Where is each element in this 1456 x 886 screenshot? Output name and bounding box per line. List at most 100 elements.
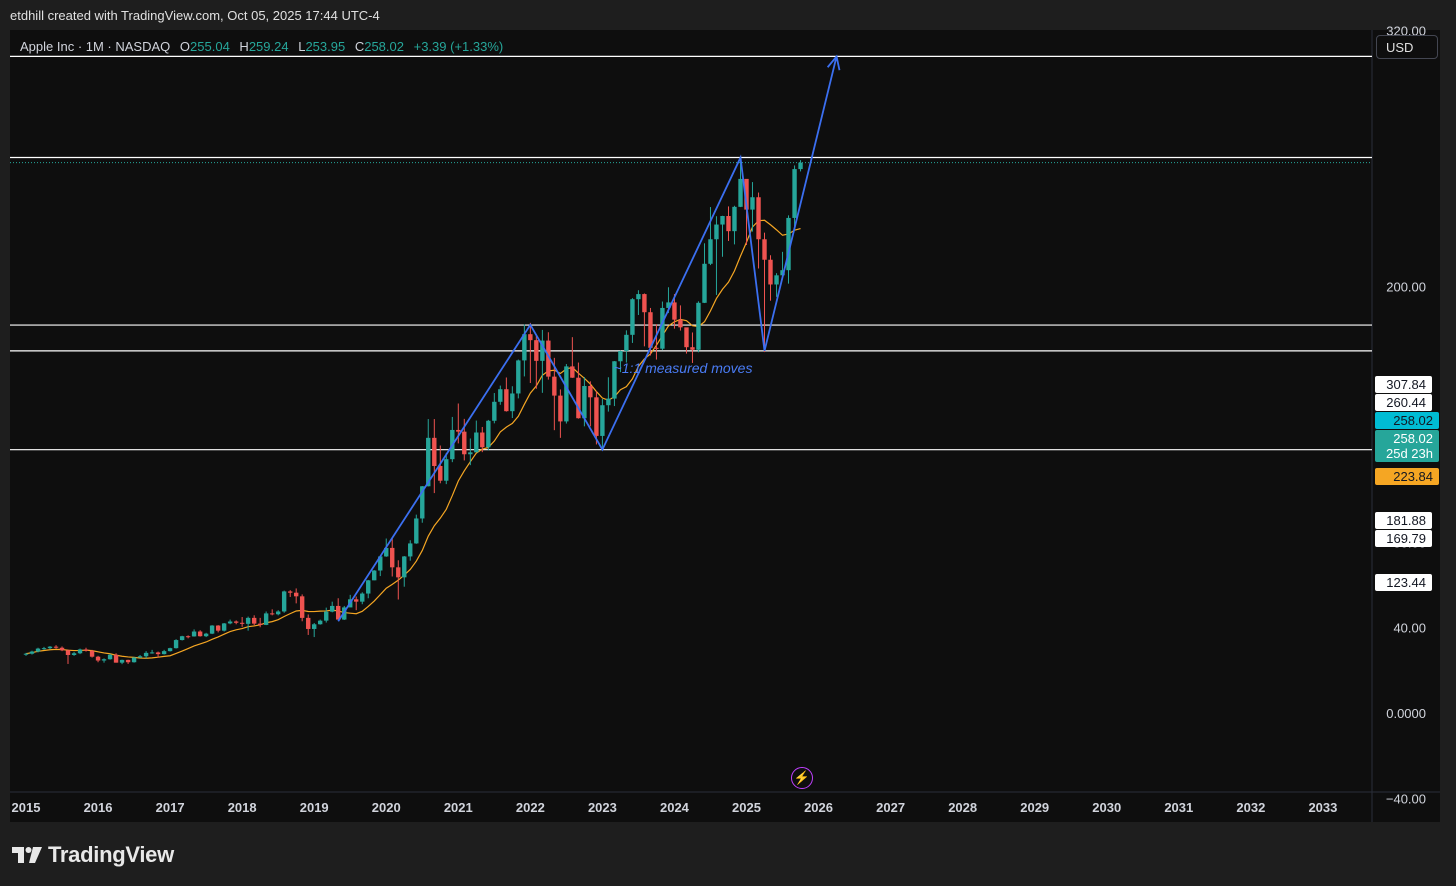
candle-body — [438, 465, 443, 481]
candle-body — [179, 636, 185, 641]
moving-average-line — [25, 219, 801, 659]
y-tick-label: 40.00 — [1393, 621, 1426, 636]
candle-body — [408, 543, 413, 557]
candle-body — [167, 648, 173, 652]
x-tick-label: 2030 — [1092, 800, 1121, 815]
lightning-icon[interactable]: ⚡ — [791, 767, 813, 789]
tag-countdown: 25d 23h — [1386, 445, 1433, 461]
currency-button[interactable]: USD — [1376, 35, 1438, 59]
high-value: 259.24 — [248, 39, 289, 54]
candle-body — [528, 334, 533, 341]
candle-body — [648, 312, 653, 348]
price-level-tag: 169.79 — [1375, 529, 1432, 547]
candle-body — [113, 654, 119, 663]
candle-body — [83, 649, 89, 651]
x-tick-label: 2022 — [516, 800, 545, 815]
candle-body — [330, 605, 335, 612]
open-value: 255.04 — [190, 39, 230, 54]
price-level-tag: 260.44 — [1375, 393, 1432, 411]
candle-body — [269, 613, 275, 615]
candle-body — [59, 647, 65, 651]
last-price-tag: 258.02 25d 23h — [1375, 429, 1439, 462]
candle-body — [245, 617, 251, 624]
high-label: H — [239, 39, 249, 54]
candle-body — [624, 334, 629, 352]
candle-body — [456, 429, 461, 432]
candle-body — [564, 366, 569, 422]
candle-body — [702, 263, 707, 303]
candle-body — [576, 377, 581, 419]
candle-body — [221, 623, 227, 631]
candle-body — [708, 239, 713, 264]
tradingview-logo-icon — [12, 847, 42, 863]
candle-body — [786, 217, 791, 271]
candle-body — [209, 625, 215, 634]
candle-body — [678, 319, 683, 328]
candle-body — [239, 622, 245, 624]
x-tick-label: 2026 — [804, 800, 833, 815]
tradingview-brand: TradingView — [48, 842, 174, 867]
candle-body — [149, 652, 155, 654]
candle-body — [131, 657, 137, 663]
x-tick-label: 2025 — [732, 800, 761, 815]
candle-body — [77, 649, 83, 654]
candle-body — [768, 259, 773, 285]
candle-body — [119, 659, 125, 663]
y-tick-label: 200.00 — [1386, 279, 1426, 294]
low-label: L — [298, 39, 306, 54]
candle-body — [35, 648, 41, 652]
candle-body — [432, 437, 437, 466]
candle-body — [89, 650, 95, 657]
x-tick-label: 2031 — [1164, 800, 1193, 815]
candle-body — [726, 216, 731, 232]
candle-body — [420, 486, 425, 519]
x-tick-label: 2018 — [228, 800, 257, 815]
annotation-text: ~1:1 measured moves — [614, 360, 753, 376]
candle-body — [534, 340, 539, 361]
top-bar: etdhill created with TradingView.com, Oc… — [0, 0, 1456, 30]
x-tick-label: 2020 — [372, 800, 401, 815]
x-tick-label: 2024 — [660, 800, 690, 815]
candle-body — [414, 518, 419, 544]
candle-body — [203, 633, 209, 637]
candle-body — [101, 659, 107, 661]
x-tick-label: 2015 — [12, 800, 41, 815]
candle-body — [570, 366, 575, 378]
candle-body — [552, 376, 557, 396]
x-tick-label: 2027 — [876, 800, 905, 815]
x-tick-label: 2032 — [1236, 800, 1265, 815]
measured-move-path — [337, 56, 838, 622]
candle-body — [65, 650, 71, 655]
candle-body — [215, 625, 221, 631]
candle-body — [546, 340, 551, 377]
candle-body — [288, 591, 293, 593]
candle-body — [275, 611, 281, 615]
candle-body — [792, 169, 797, 218]
chart-credit: etdhill created with TradingView.com, Oc… — [10, 8, 380, 23]
candle-body — [257, 623, 263, 625]
price-level-tag: 307.84 — [1375, 375, 1432, 393]
tag-value: 258.02 — [1393, 430, 1433, 446]
chart-pane[interactable] — [10, 30, 1440, 822]
price-level-tag: 123.44 — [1375, 573, 1432, 591]
candle-body — [762, 239, 767, 260]
candle-body — [798, 162, 803, 170]
tag-value: 181.88 — [1386, 512, 1426, 528]
candle-body — [474, 432, 479, 453]
candle-body — [636, 294, 641, 300]
tag-value: 169.79 — [1386, 530, 1426, 546]
candle-body — [582, 386, 587, 419]
candle-body — [498, 389, 503, 402]
candle-body — [756, 197, 761, 240]
candle-body — [486, 420, 491, 448]
y-tick-label: 320.00 — [1386, 23, 1426, 38]
x-tick-label: 2033 — [1308, 800, 1337, 815]
candle-body — [684, 327, 689, 348]
x-tick-label: 2019 — [300, 800, 329, 815]
candle-body — [378, 556, 383, 571]
close-label: C — [354, 39, 365, 54]
candle-body — [95, 656, 101, 661]
candle-body — [23, 653, 29, 655]
symbol-legend: Apple Inc · 1M · NASDAQ O255.04 H259.24 … — [20, 39, 503, 54]
